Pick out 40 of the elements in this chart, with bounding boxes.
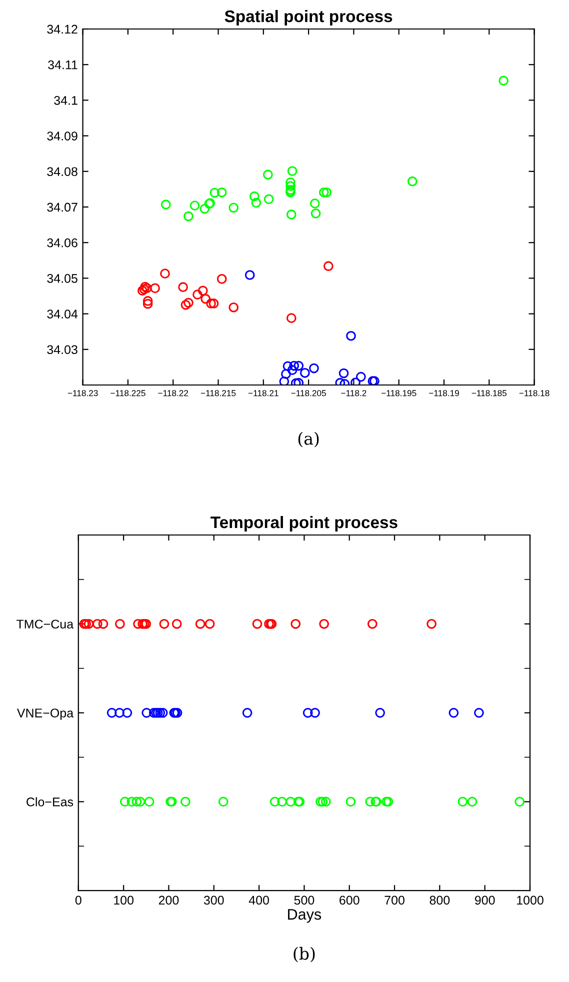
y-tick-label: 34.07 [47,202,78,212]
y-tick-label: 34.11 [48,60,78,70]
x-axis-title: Days [288,909,322,923]
y-tick-label: 34.08 [47,167,78,176]
x-tick-label: −118.21 [248,390,278,396]
x-tick-label: 200 [158,896,179,905]
x-tick-label: −118.225 [110,390,146,396]
y-tick-label: VNE−Opa [16,708,74,720]
x-tick-label: −118.19 [429,390,459,396]
x-tick-label: −118.215 [200,390,236,396]
y-tick-label: 34.09 [47,132,78,140]
y-tick-label: 34.06 [47,238,78,248]
x-tick-label: 900 [475,896,495,905]
y-tick-label: Clo−Eas [26,797,74,806]
x-tick-label: 300 [204,896,224,905]
x-tick-label: −118.23 [68,390,98,396]
x-tick-label: 600 [340,896,360,905]
x-tick-label: −118.195 [382,390,416,396]
x-tick-label: −118.2 [341,390,366,396]
x-tick-label: −118.205 [291,390,326,396]
x-tick-label: 800 [430,896,450,905]
y-tick-label: TMC−Cua [16,620,74,629]
x-tick-label: −118.18 [519,390,550,396]
text: (b) [294,946,315,962]
x-tick-label: 700 [384,896,404,905]
x-tick-label: 500 [294,896,314,905]
chart-title: Temporal point process [210,516,398,532]
x-tick-label: −118.185 [472,390,507,396]
y-tick-label: 34.1 [54,96,78,105]
x-tick-label: 400 [248,896,269,905]
x-tick-label: 100 [114,896,134,905]
y-tick-label: 34.04 [47,310,78,318]
chart-title: Spatial point process [224,10,392,26]
text: (a) [298,432,319,448]
x-tick-label: 1000 [517,896,544,905]
x-tick-label: 0 [75,896,82,905]
x-tick-label: −118.22 [158,390,188,396]
y-tick-label: 34.12 [47,24,78,34]
y-tick-label: 34.03 [47,345,78,354]
y-tick-label: 34.05 [47,274,78,283]
